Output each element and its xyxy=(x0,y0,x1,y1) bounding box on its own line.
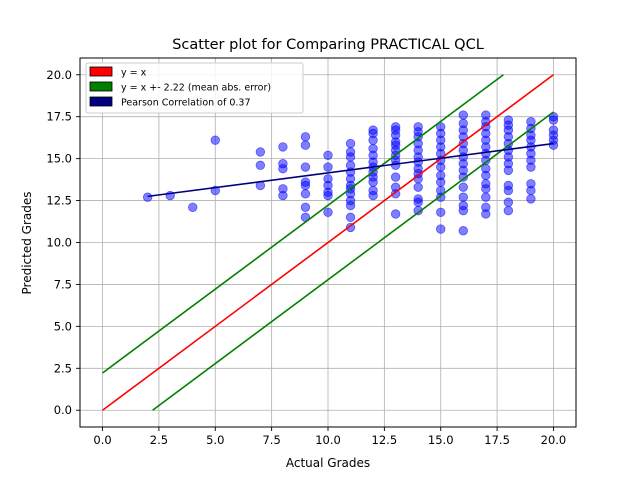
data-point xyxy=(503,115,514,125)
data-point xyxy=(368,125,378,135)
data-point xyxy=(458,118,468,129)
data-point xyxy=(368,185,378,196)
x-tick-label: 15.0 xyxy=(428,433,454,447)
data-point xyxy=(210,135,220,145)
x-tick-label: 10.0 xyxy=(315,433,341,447)
legend: y = x y = x +- 2.22 (mean abs. error) Pear… xyxy=(85,62,304,114)
x-tick-label: 12.5 xyxy=(372,433,398,447)
data-point xyxy=(345,222,356,233)
x-tick-label: 20.0 xyxy=(541,433,567,447)
data-point xyxy=(142,192,153,202)
y-tick-label: 2.5 xyxy=(54,361,72,375)
data-point xyxy=(188,202,198,212)
data-point xyxy=(255,147,266,157)
data-point xyxy=(278,158,288,169)
data-point xyxy=(255,160,266,171)
data-point xyxy=(300,132,311,142)
y-tick-label: 5.0 xyxy=(54,319,72,333)
data-point xyxy=(345,160,356,171)
line-y-x xyxy=(102,74,554,411)
data-point xyxy=(300,140,311,150)
data-point xyxy=(436,207,446,218)
data-point xyxy=(481,192,491,202)
data-point xyxy=(503,205,514,216)
legend-label: y = x +- 2.22 (mean abs. error) xyxy=(121,83,271,94)
data-point xyxy=(300,162,311,172)
data-point xyxy=(436,170,446,181)
legend-swatch xyxy=(89,81,113,92)
data-point xyxy=(323,174,333,184)
data-point xyxy=(526,179,536,189)
data-point xyxy=(436,122,446,132)
y-tick-label: 20.0 xyxy=(46,68,72,82)
x-tick-label: 0.0 xyxy=(93,433,111,447)
data-point xyxy=(526,117,536,127)
line-upper xyxy=(102,74,504,374)
data-point xyxy=(390,209,401,219)
data-point xyxy=(368,143,378,154)
data-point xyxy=(345,147,356,157)
data-point xyxy=(458,110,468,120)
lines-group xyxy=(102,74,554,411)
legend-swatch xyxy=(89,66,113,77)
data-point xyxy=(526,194,536,204)
data-point xyxy=(323,162,333,172)
data-point xyxy=(390,122,401,132)
y-tick-label: 10.0 xyxy=(46,236,72,250)
legend-swatch xyxy=(89,96,113,107)
chart-title: Scatter plot for Comparing PRACTICAL QCL xyxy=(172,37,484,53)
x-tick-label: 5.0 xyxy=(206,433,224,447)
data-point xyxy=(390,172,401,182)
data-point xyxy=(323,150,333,160)
data-point xyxy=(345,138,356,149)
data-point xyxy=(481,179,491,189)
y-tick-label: 17.5 xyxy=(46,110,72,124)
data-point xyxy=(458,226,468,236)
x-axis-label: Actual Grades xyxy=(286,456,370,470)
data-point xyxy=(503,180,514,191)
legend-label: Pearson Correlation of 0.37 xyxy=(121,98,251,109)
data-point xyxy=(323,207,333,218)
data-point xyxy=(458,200,468,211)
data-point xyxy=(481,202,491,212)
line-lower xyxy=(152,111,554,411)
data-point xyxy=(436,224,446,234)
y-tick-label: 12.5 xyxy=(46,194,72,208)
data-point xyxy=(300,177,311,187)
y-tick-label: 0.0 xyxy=(54,403,72,417)
x-tick-label: 2.5 xyxy=(150,433,168,447)
data-point xyxy=(503,197,514,207)
data-point xyxy=(458,192,468,202)
data-point xyxy=(458,182,468,192)
data-point xyxy=(413,182,423,192)
data-point xyxy=(413,122,423,132)
data-point xyxy=(300,189,311,199)
x-tick-label: 17.5 xyxy=(484,433,510,447)
data-point xyxy=(300,202,311,212)
data-point xyxy=(481,110,491,120)
x-tick-label: 7.5 xyxy=(262,433,280,447)
data-point xyxy=(548,125,559,135)
y-tick-label: 7.5 xyxy=(54,277,72,291)
plot-area: 0.0 2.5 5.0 7.5 10.0 12.5 15.0 17.5 20.0 0.0 2.5 5.… xyxy=(46,57,577,447)
legend-box xyxy=(85,62,304,114)
line-correlation xyxy=(147,142,554,198)
data-point xyxy=(278,184,288,194)
y-tick-label: 15.0 xyxy=(46,152,72,166)
data-point xyxy=(481,163,491,174)
data-point xyxy=(278,142,288,152)
data-point xyxy=(413,194,423,204)
legend-label: y = x xyxy=(121,68,147,79)
y-axis-label: Predicted Grades xyxy=(20,192,34,295)
data-point xyxy=(345,212,356,223)
